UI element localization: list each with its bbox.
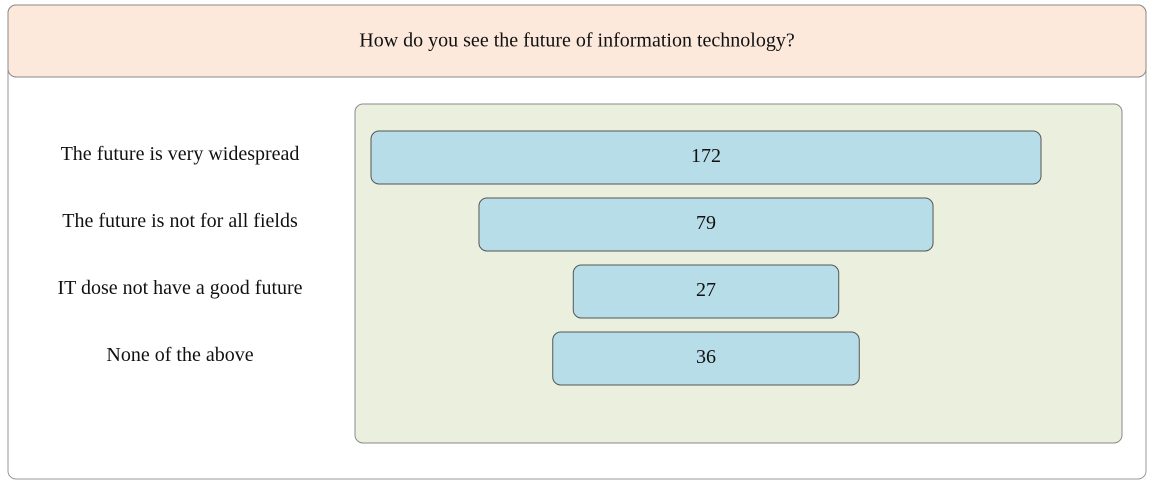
value-label: 27 bbox=[696, 279, 716, 301]
value-label: 79 bbox=[696, 212, 716, 234]
category-label: IT dose not have a good future bbox=[57, 277, 302, 299]
chart-title: How do you see the future of information… bbox=[359, 30, 795, 52]
category-label: The future is very widespread bbox=[61, 143, 300, 165]
bar bbox=[370, 130, 1042, 185]
value-label: 36 bbox=[696, 346, 716, 368]
bar bbox=[478, 197, 934, 252]
bar bbox=[552, 331, 860, 386]
header bbox=[7, 4, 1147, 78]
bar bbox=[572, 264, 840, 319]
category-label: None of the above bbox=[106, 344, 253, 366]
category-label: The future is not for all fields bbox=[62, 210, 298, 232]
value-label: 172 bbox=[691, 145, 721, 167]
